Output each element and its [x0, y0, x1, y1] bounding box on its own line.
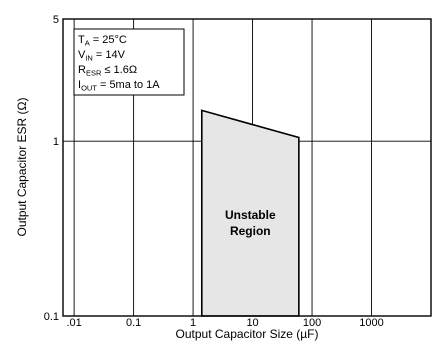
plot-frame	[62, 18, 432, 317]
y-tick-labels: 0.1 1 5	[44, 14, 59, 323]
y-tick-label-0: 0.1	[44, 311, 59, 323]
x-tick-label-2: 1	[190, 317, 196, 329]
x-tick-label-5: 1000	[359, 317, 383, 329]
x-tick-label-4: 100	[303, 317, 321, 329]
y-axis-label: Output Capacitor ESR (Ω)	[15, 97, 29, 236]
y-tick-label-1: 1	[53, 136, 59, 148]
condition-vin: VIN = 14V	[78, 49, 126, 63]
condition-iout: IOUT = 5ma to 1A	[78, 79, 160, 93]
x-axis-label: Output Capacitor Size (µF)	[176, 327, 319, 341]
x-tick-label-3: 10	[246, 317, 258, 329]
x-tick-labels: .01 0.1 1 10 100 1000	[66, 317, 383, 329]
x-tick-label-1: 0.1	[126, 317, 141, 329]
region-label-line-1: Unstable	[225, 208, 276, 222]
condition-resr: RESR ≤ 1.6Ω	[78, 64, 137, 78]
x-tick-label-0: .01	[66, 317, 81, 329]
region-label-line-2: Region	[230, 224, 271, 238]
y-tick-label-2: 5	[53, 14, 59, 26]
condition-ta: TA = 25°C	[78, 34, 127, 48]
conditions-box	[73, 28, 185, 96]
